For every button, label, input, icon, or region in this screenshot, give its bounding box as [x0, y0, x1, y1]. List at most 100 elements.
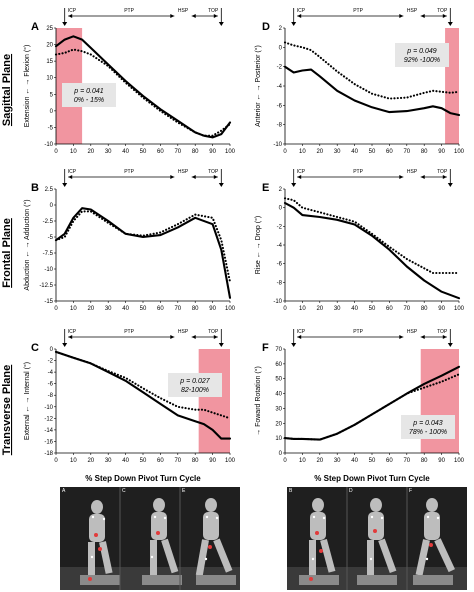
x-tick-label: 0 [54, 458, 58, 464]
y-tick-label: -5 [48, 125, 54, 131]
phase-label-hsp: HSP [178, 329, 189, 335]
y-axis-label-part: → [24, 79, 31, 88]
arrow-left-icon [68, 14, 73, 18]
y-tick-label: 60 [275, 362, 282, 368]
x-axis-label-right: % Step Down Pivot Turn Cycle [314, 474, 430, 483]
y-tick-label: -10 [273, 299, 282, 305]
x-tick-label: 90 [438, 458, 445, 464]
arrow-right-icon [399, 335, 404, 339]
x-tick-label: 30 [334, 149, 341, 155]
y-tick-label: -4 [48, 370, 54, 376]
x-tick-label: 60 [386, 458, 393, 464]
x-tick-label: 100 [454, 458, 465, 464]
arrow-left-icon [191, 14, 196, 18]
photo-panel-left: A C E [60, 487, 240, 590]
x-tick-label: 10 [299, 306, 306, 312]
arrow-down-icon [218, 22, 224, 26]
x-tick-label: 50 [140, 458, 147, 464]
range-label: 92% -100% [404, 57, 440, 64]
y-tick-label: -10 [273, 142, 282, 148]
arrow-left-icon [297, 14, 302, 18]
x-tick-label: 90 [438, 149, 445, 155]
y-axis-label-part: Extension [24, 96, 31, 127]
y-axis-label: External ← → Internal (°) [23, 362, 31, 440]
arrow-down-icon [62, 22, 68, 26]
series-line-solid [54, 207, 232, 299]
p-value-label: p = 0.041 [73, 88, 103, 95]
y-tick-label: -18 [44, 451, 53, 457]
y-tick-label: 0 [50, 203, 54, 209]
phase-label-hsp: HSP [407, 169, 418, 175]
row-label-2: Transverse Plane [1, 365, 13, 456]
x-tick-label: 10 [299, 458, 306, 464]
y-tick-label: 20 [275, 421, 282, 427]
arrow-down-icon [447, 22, 453, 26]
y-tick-label: 40 [275, 392, 282, 398]
x-tick-label: 20 [316, 458, 323, 464]
p-value-label: p = 0.049 [406, 48, 436, 55]
motion-capture-image-left [60, 487, 240, 590]
stat-annotation-box [62, 83, 116, 107]
y-axis-label-part: Abduction [24, 259, 31, 290]
panel-letter: C [31, 342, 39, 354]
x-tick-label: 100 [225, 306, 236, 312]
arrow-left-icon [420, 335, 425, 339]
x-tick-label: 70 [403, 149, 410, 155]
arrow-down-icon [291, 183, 297, 187]
x-tick-label: 60 [386, 149, 393, 155]
arrow-down-icon [447, 343, 453, 347]
x-tick-label: 30 [105, 149, 112, 155]
y-tick-label: -8 [277, 123, 283, 129]
chart-panel-a: A ICP TOP PTP HSP -10 -5 0 5 10 15 20 25 0 10 20 30 40 50 6… [23, 8, 236, 155]
stat-annotation-box [395, 43, 449, 67]
phase-label-icp: ICP [297, 169, 306, 175]
phase-label-top: TOP [208, 169, 219, 175]
x-tick-label: 60 [157, 458, 164, 464]
y-axis-label-part: Posterior [255, 54, 262, 85]
y-tick-label: 20 [46, 43, 53, 49]
arrow-down-icon [447, 183, 453, 187]
y-tick-label: -2.5 [43, 219, 54, 225]
x-tick-label: 70 [174, 306, 181, 312]
phase-bar: ICP TOP PTP HSP [62, 169, 224, 187]
arrow-right-icon [442, 14, 447, 18]
phase-label-ptp: PTP [353, 8, 363, 14]
phase-label-top: TOP [437, 329, 448, 335]
phase-label-ptp: PTP [353, 169, 363, 175]
y-tick-label: -7.5 [43, 251, 54, 257]
x-tick-label: 90 [438, 306, 445, 312]
x-tick-label: 0 [54, 306, 58, 312]
y-tick-label: 70 [275, 347, 282, 353]
y-tick-label: -8 [48, 393, 54, 399]
panel-letter: B [31, 182, 39, 194]
arrow-right-icon [213, 335, 218, 339]
arrow-left-icon [297, 175, 302, 179]
y-axis-label-part: Adduction [24, 209, 31, 242]
chart-panel-f: F ICP TOP PTP HSP 0 10 20 30 40 50 60 70 0 10 20 30 40 50 6… [254, 329, 465, 464]
y-axis-label-part: → [24, 242, 31, 251]
y-tick-label: 0 [50, 347, 54, 353]
phase-label-icp: ICP [68, 329, 77, 335]
arrow-down-icon [62, 343, 68, 347]
phase-label-icp: ICP [297, 329, 306, 335]
phase-bar: ICP TOP PTP HSP [62, 329, 224, 347]
y-axis-label-part: (°) [254, 366, 262, 375]
x-tick-label: 80 [192, 306, 199, 312]
series-line-dotted [283, 197, 461, 275]
arrow-right-icon [442, 175, 447, 179]
y-tick-label: -2 [277, 224, 283, 230]
y-tick-label: 0 [279, 206, 283, 212]
motion-capture-image-right [287, 487, 467, 590]
y-tick-label: -12.5 [39, 283, 53, 289]
y-axis-label: Abduction ← → Adduction (°) [23, 199, 31, 290]
y-tick-label: 2.5 [45, 187, 54, 193]
y-axis-label-part: Anterior [255, 102, 262, 127]
x-tick-label: 0 [54, 149, 58, 155]
y-tick-label: 5 [50, 92, 54, 98]
x-tick-label: 70 [174, 149, 181, 155]
x-tick-label: 10 [70, 458, 77, 464]
phase-label-hsp: HSP [178, 8, 189, 14]
x-tick-label: 70 [403, 306, 410, 312]
series-line-dotted [283, 41, 461, 100]
